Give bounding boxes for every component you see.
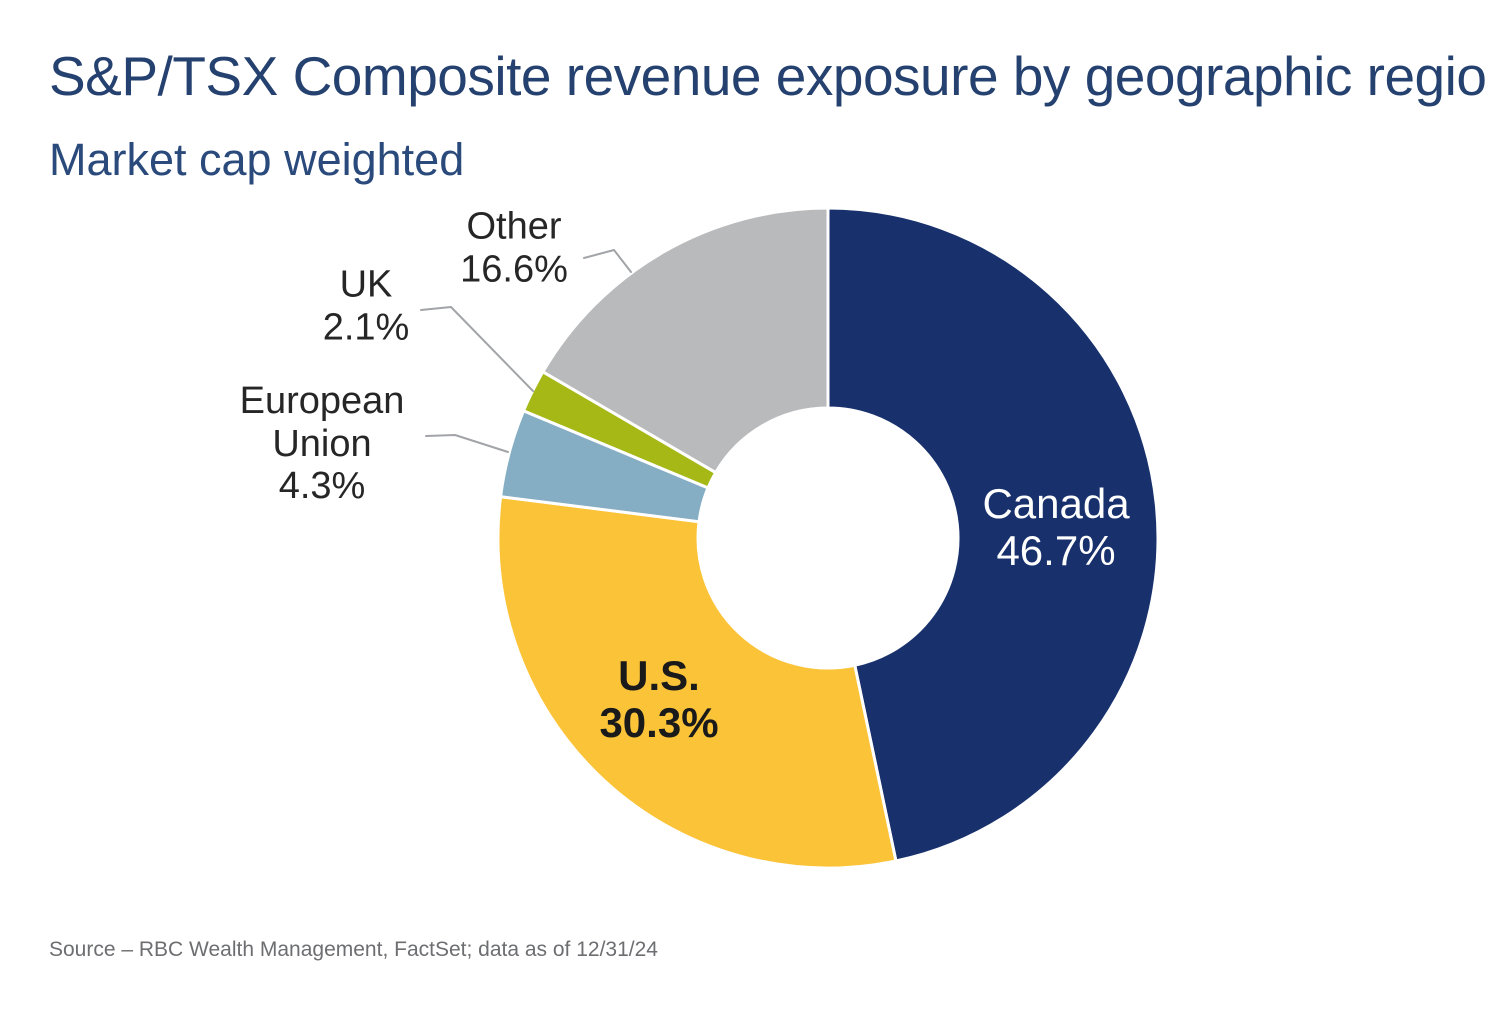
page-title: S&P/TSX Composite revenue exposure by ge…: [49, 44, 1488, 107]
pie-slice-other: [540, 206, 830, 475]
leader-line-uk: [420, 306, 534, 392]
pie-slice-canada: [826, 206, 1160, 863]
leader-line-european-union: [425, 434, 509, 453]
source-note: Source – RBC Wealth Management, FactSet;…: [49, 938, 658, 961]
pie-slice-u-s: [496, 494, 898, 870]
donut-slices-group: [496, 206, 1160, 870]
leader-lines-group: [420, 249, 632, 453]
leader-line-other: [583, 249, 632, 273]
page-subtitle: Market cap weighted: [49, 134, 465, 186]
